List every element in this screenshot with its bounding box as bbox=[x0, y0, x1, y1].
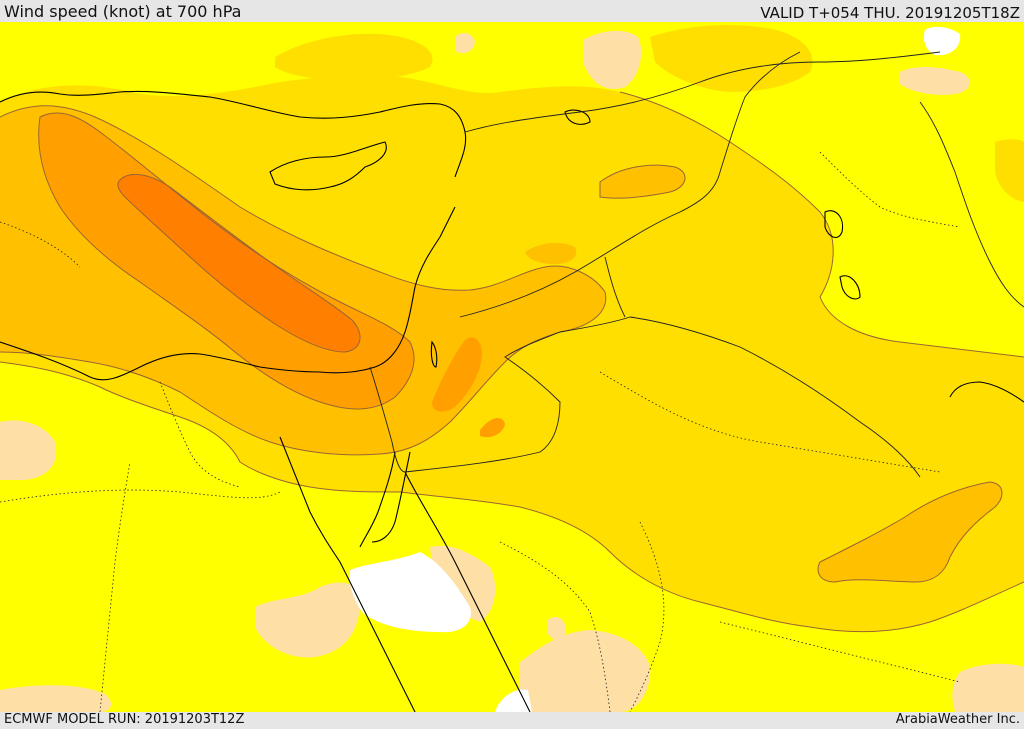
border-line bbox=[629, 316, 921, 478]
contour-line bbox=[817, 481, 1003, 583]
field-low-area bbox=[430, 545, 496, 622]
field-fresh-area bbox=[525, 242, 577, 264]
contour-line bbox=[38, 112, 415, 410]
field-stronger-area bbox=[117, 174, 361, 352]
coastline bbox=[359, 451, 396, 548]
contour-line bbox=[117, 173, 361, 353]
credit-label: ArabiaWeather Inc. bbox=[895, 712, 1020, 727]
coastline-dead-sea bbox=[430, 340, 438, 368]
model-run-label: ECMWF MODEL RUN: 20191203T12Z bbox=[4, 712, 245, 727]
field-low-area bbox=[952, 663, 1024, 712]
coastline-cyprus bbox=[269, 141, 387, 191]
field-low-area bbox=[0, 420, 57, 480]
field-moderate-area bbox=[275, 33, 433, 80]
footer-bar: ECMWF MODEL RUN: 20191203T12Z ArabiaWeat… bbox=[0, 712, 1024, 729]
border-line bbox=[919, 101, 1024, 308]
field-moderate-area bbox=[995, 139, 1024, 202]
field-strong-area bbox=[432, 337, 482, 412]
field-low-area bbox=[900, 67, 970, 95]
border-line bbox=[369, 366, 406, 473]
coastline bbox=[0, 90, 467, 178]
contour-line bbox=[599, 164, 686, 199]
field-fresh-area bbox=[600, 165, 686, 199]
wind-speed-map bbox=[0, 22, 1024, 712]
field-low-area bbox=[520, 630, 651, 712]
dotted-boundary bbox=[159, 381, 241, 488]
valid-time-label: VALID T+054 THU. 20191205T18Z bbox=[760, 4, 1020, 22]
contour-lines bbox=[0, 91, 1024, 633]
field-lowest-area bbox=[349, 552, 472, 633]
map-canvas bbox=[0, 22, 1024, 712]
field-low-area bbox=[0, 685, 112, 712]
border-line bbox=[464, 51, 941, 133]
contour-line bbox=[619, 91, 1024, 358]
coastline bbox=[279, 436, 416, 712]
field-low-area bbox=[455, 32, 475, 54]
field-low-area bbox=[255, 582, 361, 658]
header-bar: Wind speed (knot) at 700 hPa VALID T+054… bbox=[0, 0, 1024, 22]
field-fresh-area bbox=[818, 482, 1002, 582]
border-line bbox=[404, 316, 631, 473]
coastline bbox=[0, 206, 456, 381]
field-moderate-area bbox=[650, 25, 813, 92]
field-low-area bbox=[548, 617, 566, 640]
field-strong-area bbox=[480, 418, 505, 438]
contour-line bbox=[0, 361, 1024, 633]
internal-boundaries bbox=[0, 151, 961, 712]
dotted-boundary bbox=[629, 521, 665, 712]
field-lowest-area bbox=[923, 26, 961, 56]
dotted-boundary bbox=[819, 151, 961, 228]
field-lowest-area bbox=[495, 689, 532, 712]
borders bbox=[369, 51, 1024, 478]
coastline bbox=[404, 471, 531, 712]
coastline bbox=[949, 381, 1024, 403]
coastline-lake bbox=[824, 210, 844, 238]
coastline-lake bbox=[564, 109, 591, 125]
border-line bbox=[459, 51, 801, 318]
border-line bbox=[604, 256, 626, 318]
coastline-lake bbox=[839, 275, 861, 300]
field-low-area bbox=[583, 30, 642, 90]
chart-title: Wind speed (knot) at 700 hPa bbox=[4, 2, 242, 21]
coastlines bbox=[0, 90, 1024, 712]
dotted-boundary bbox=[99, 461, 131, 712]
contour-line bbox=[0, 105, 607, 456]
